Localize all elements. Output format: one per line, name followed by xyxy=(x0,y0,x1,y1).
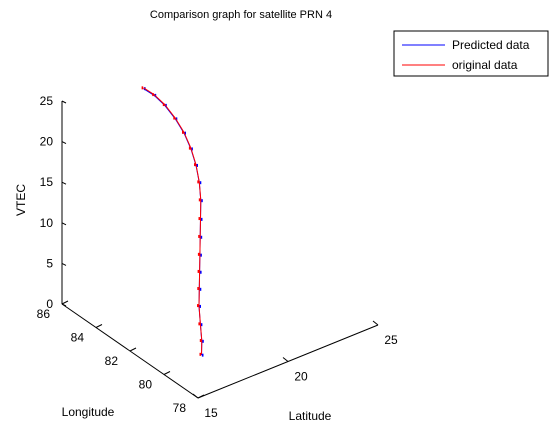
y-tick-mark xyxy=(163,371,171,375)
z-tick-label: 5 xyxy=(46,256,53,270)
x-tick-mark xyxy=(282,357,289,362)
z-axis-label: VTEC xyxy=(14,184,28,216)
y-tick-label: 80 xyxy=(139,378,153,392)
x-tick-mark xyxy=(372,320,379,326)
x-tick-label: 25 xyxy=(384,333,398,347)
x-tick-label: 15 xyxy=(204,406,218,420)
y-axis-label: Longitude xyxy=(62,405,115,419)
y-tick-label: 86 xyxy=(37,307,51,321)
x-tick-label: 20 xyxy=(294,370,308,384)
y-tick-mark xyxy=(61,300,69,305)
z-tick-label: 20 xyxy=(40,135,54,149)
series-line-predicted xyxy=(143,88,203,356)
chart-title: Comparison graph for satellite PRN 4 xyxy=(150,9,332,21)
x-axis-ticks: 15 20 25 xyxy=(192,320,398,420)
z-tick-mark xyxy=(61,262,67,266)
z-tick-mark xyxy=(61,181,67,185)
z-tick-label: 25 xyxy=(40,94,54,108)
z-tick-label: 15 xyxy=(40,175,54,189)
series-layer xyxy=(141,86,204,357)
y-tick-mark xyxy=(95,324,103,328)
y-tick-mark xyxy=(129,347,137,352)
z-tick-label: 0 xyxy=(46,297,53,311)
z-axis-ticks: 0 5 10 15 20 25 xyxy=(40,94,67,311)
legend: Predicted data original data xyxy=(393,30,549,77)
x-axis-label: Latitude xyxy=(289,409,332,423)
y-tick-label: 78 xyxy=(173,401,187,415)
z-tick-label: 10 xyxy=(40,216,54,230)
y-tick-label: 84 xyxy=(71,331,85,345)
z-tick-mark xyxy=(61,303,67,307)
y-axis-ticks: 78 80 82 84 86 xyxy=(37,300,205,415)
y-tick-mark xyxy=(197,394,205,399)
z-tick-mark xyxy=(61,100,67,104)
legend-label-predicted: Predicted data xyxy=(452,38,530,52)
z-tick-mark xyxy=(61,141,67,145)
series-line-original xyxy=(143,87,203,355)
legend-label-original: original data xyxy=(452,58,518,72)
x-tick-mark xyxy=(192,393,199,399)
legend-box xyxy=(393,30,549,77)
z-tick-mark xyxy=(61,222,67,226)
y-tick-label: 82 xyxy=(105,354,119,368)
